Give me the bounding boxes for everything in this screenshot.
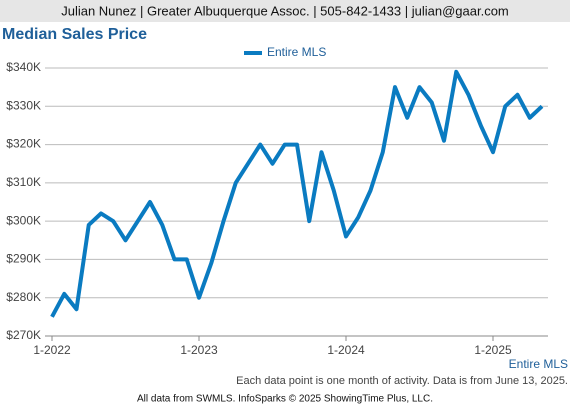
y-tick-label: $320K [6, 137, 41, 151]
header-bar [0, 0, 570, 22]
y-tick-label: $300K [6, 213, 41, 227]
plot: $270K $280K $290K $300K $310K $320K $330K $340K… [6, 45, 548, 357]
y-tick-label: $290K [6, 252, 41, 266]
x-tick-label: 1-2022 [33, 343, 71, 357]
series-line [50, 69, 544, 318]
note: Each data point is one month of activity… [236, 375, 568, 387]
y-tick-label: $270K [6, 328, 41, 342]
x-tick-label: 1-2024 [327, 343, 365, 357]
y-tick-label: $310K [6, 175, 41, 189]
chart-title: Median Sales Price [2, 26, 147, 43]
x-axis-label: Entire MLS [509, 357, 568, 371]
y-tick-label: $330K [6, 98, 41, 112]
x-tick-label: 1-2025 [474, 343, 512, 357]
source: All data from SWMLS. InfoSparks © 2025 S… [137, 394, 433, 405]
y-tick-label: $280K [6, 290, 41, 304]
y-tick-label: $340K [6, 60, 41, 74]
header-text: Julian Nunez | Greater Albuquerque Assoc… [61, 3, 509, 18]
x-tick-label: 1-2023 [180, 343, 218, 357]
legend-label: Entire MLS [267, 45, 326, 59]
